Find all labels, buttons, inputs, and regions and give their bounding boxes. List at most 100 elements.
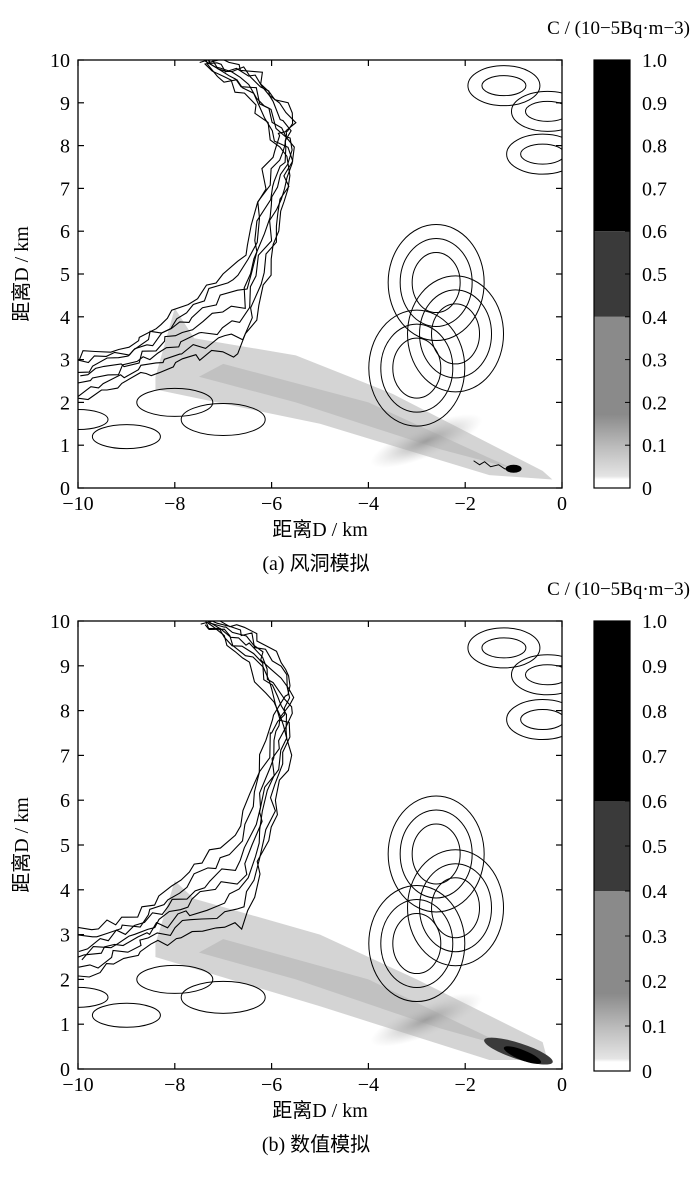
colorbar-tick-label: 1.0 [642, 611, 667, 633]
terrain-contour [399, 809, 473, 899]
terrain-contour [481, 75, 527, 97]
terrain-contour [180, 980, 266, 1014]
plume-max-zone [503, 1046, 542, 1064]
colorbar-tick-label: 0.2 [642, 392, 667, 414]
y-tick-label: 8 [60, 136, 70, 158]
plume-core-band [370, 413, 483, 468]
colorbar-level [594, 621, 630, 801]
y-tick-label: 6 [60, 221, 70, 243]
y-tick-label: 4 [60, 880, 70, 902]
y-tick-label: 1 [60, 1014, 70, 1036]
colorbar-tick-label: 0.3 [642, 926, 667, 948]
terrain-contour [368, 309, 466, 427]
colorbar-level [594, 231, 630, 317]
x-tick-label: −6 [261, 493, 282, 515]
panel-caption: (a) 风洞模拟 [262, 552, 369, 575]
y-tick-label: 9 [60, 656, 70, 678]
y-axis-label: 距离D / km [10, 797, 33, 893]
y-tick-label: 9 [60, 93, 70, 115]
terrain-contour [78, 60, 294, 360]
plume-max-zone [505, 464, 522, 473]
y-tick-label: 2 [60, 969, 70, 991]
colorbar-level [594, 1062, 630, 1071]
y-tick-label: 7 [60, 745, 70, 767]
x-tick-label: −4 [358, 1074, 379, 1096]
terrain-contour [78, 986, 109, 1008]
plot-area [78, 60, 562, 480]
colorbar-tick-label: 0.9 [642, 656, 667, 678]
plume-max-contour [473, 460, 514, 472]
x-axis-label: 距离D / km [272, 518, 368, 541]
colorbar-level [594, 801, 630, 891]
colorbar-gradient [594, 316, 630, 480]
plot-area [78, 621, 562, 1065]
panel-a: −10 −8 −6 −4 −2 0 0 1 2 3 4 5 6 7 8 9 10 距离D / km 距离D / km… [10, 18, 690, 575]
terrain-contour [78, 621, 291, 938]
y-tick-label: 1 [60, 435, 70, 457]
colorbar-tick-label: 0.7 [642, 178, 667, 200]
y-tick-label: 4 [60, 307, 70, 329]
terrain-contour [80, 60, 293, 377]
y-tick-label: 6 [60, 790, 70, 812]
x-tick-label: −4 [358, 493, 379, 515]
terrain-contour [78, 621, 295, 953]
terrain-contour [136, 964, 214, 994]
terrain-contour [81, 624, 293, 961]
y-tick-label: 2 [60, 392, 70, 414]
terrain-contour [387, 795, 485, 913]
colorbar-tick-label: 1.0 [642, 50, 667, 72]
terrain-contour [368, 885, 466, 1003]
y-tick-label: 5 [60, 264, 70, 286]
terrain-contour [78, 621, 288, 958]
colorbar-tick-label: 0.1 [642, 435, 667, 457]
colorbar-tick-label: 0.8 [642, 136, 667, 158]
colorbar-tick-label: 0.8 [642, 701, 667, 723]
x-tick-label: −10 [62, 493, 93, 515]
terrain-contour [78, 622, 293, 978]
colorbar-tick-label: 0.4 [642, 307, 667, 329]
terrain-contour [78, 60, 295, 384]
terrain-contour [407, 849, 505, 967]
x-tick-label: −2 [455, 493, 476, 515]
terrain-contour [419, 863, 493, 953]
terrain-contour [91, 424, 161, 450]
terrain-contour [380, 899, 454, 989]
terrain-contour [78, 60, 297, 364]
terrain-contour [387, 224, 485, 342]
terrain-contour [136, 387, 214, 417]
terrain-contour [520, 709, 562, 731]
terrain-contour [524, 664, 562, 686]
colorbar-tick-label: 0 [642, 478, 652, 500]
terrain-contour [78, 409, 109, 431]
y-tick-label: 0 [60, 478, 70, 500]
terrain-contour [411, 252, 461, 314]
colorbar-level [594, 60, 630, 232]
x-tick-label: 0 [557, 1074, 567, 1096]
terrain-contour [419, 289, 493, 379]
y-tick-label: 7 [60, 178, 70, 200]
terrain-contour [510, 654, 562, 696]
colorbar-tick-label: 0 [642, 1061, 652, 1083]
x-tick-label: −2 [455, 1074, 476, 1096]
terrain-contour [91, 1002, 161, 1028]
x-axis-label: 距离D / km [272, 1099, 368, 1122]
colorbar-title: C / (10−5Bq·m−3) [547, 18, 690, 39]
y-axis-label: 距离D / km [10, 226, 33, 322]
panel-caption: (b) 数值模拟 [262, 1133, 370, 1156]
terrain-contour [524, 100, 562, 122]
y-tick-label: 10 [50, 611, 70, 633]
y-tick-label: 3 [60, 350, 70, 372]
colorbar-tick-label: 0.5 [642, 264, 667, 286]
terrain-contour [380, 323, 454, 413]
colorbar-title: C / (10−5Bq·m−3) [547, 579, 690, 600]
colorbar-tick-label: 0.2 [642, 971, 667, 993]
terrain-contour [520, 143, 562, 165]
terrain-contour [467, 627, 541, 669]
terrain-contour [392, 337, 442, 399]
terrain-contour [506, 699, 562, 741]
terrain-contour [431, 877, 481, 939]
terrain-contour [467, 65, 541, 107]
plume-core-band [370, 992, 483, 1047]
terrain-contour [78, 62, 292, 373]
